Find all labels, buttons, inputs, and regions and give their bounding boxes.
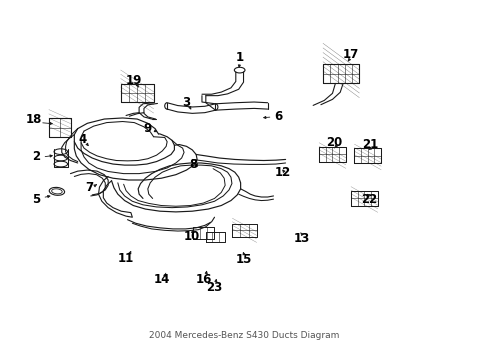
Text: 14: 14 [154, 273, 170, 286]
Text: 6: 6 [274, 110, 282, 123]
Text: 12: 12 [274, 166, 291, 179]
Text: 23: 23 [206, 280, 222, 293]
Text: 19: 19 [126, 74, 142, 87]
Text: 10: 10 [183, 230, 199, 243]
Text: 7: 7 [85, 181, 94, 194]
Text: 9: 9 [143, 122, 152, 135]
Text: 18: 18 [26, 113, 42, 126]
Text: 16: 16 [195, 273, 211, 286]
Text: 8: 8 [189, 158, 198, 171]
Text: 2004 Mercedes-Benz S430 Ducts Diagram: 2004 Mercedes-Benz S430 Ducts Diagram [149, 332, 339, 341]
Text: 1: 1 [235, 51, 243, 64]
Text: 3: 3 [182, 95, 190, 108]
Text: 20: 20 [325, 136, 342, 149]
Text: 2: 2 [33, 150, 41, 163]
Text: 4: 4 [78, 133, 86, 146]
Text: 21: 21 [361, 138, 378, 151]
Text: 15: 15 [235, 253, 251, 266]
Text: 17: 17 [342, 48, 358, 61]
Text: 5: 5 [32, 193, 41, 206]
Text: 13: 13 [293, 232, 309, 245]
Text: 11: 11 [118, 252, 134, 265]
Text: 22: 22 [360, 193, 377, 206]
